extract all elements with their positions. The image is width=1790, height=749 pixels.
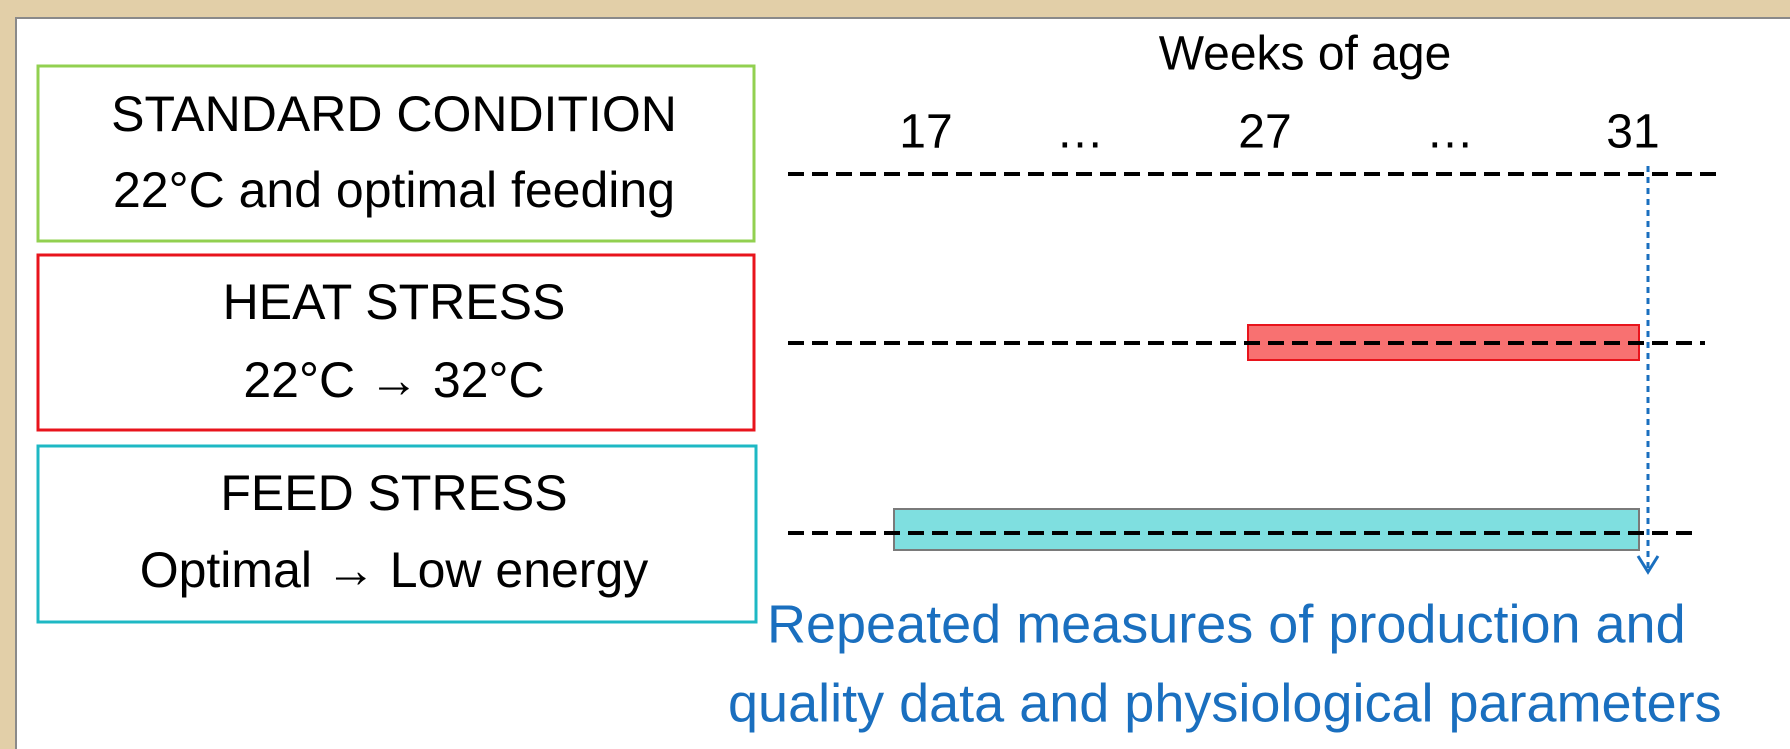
panel [15,17,1790,749]
tick-label: 31 [1606,106,1659,159]
heat-box [36,253,756,432]
condition-subtitle: Optimal → Low energy [140,542,649,598]
feed-box [36,444,758,624]
condition-subtitle: 22°C → 32°C [243,352,544,408]
condition-title: HEAT STRESS [223,274,566,330]
tick-label: 17 [899,106,952,159]
tick-label: 27 [1238,106,1291,159]
timeline-title: Weeks of age [1159,28,1452,81]
tick-label: … [1426,106,1474,159]
tick-label: … [1056,106,1104,159]
condition-title: STANDARD CONDITION [111,86,677,142]
condition-subtitle: 22°C and optimal feeding [113,162,675,218]
standard-box [36,64,756,243]
note-line: quality data and physiological parameter… [728,673,1722,733]
condition-title: FEED STRESS [220,465,567,521]
arrow-head [1636,555,1660,575]
note-line: Repeated measures of production and [767,594,1686,654]
feed-period [893,508,1640,551]
